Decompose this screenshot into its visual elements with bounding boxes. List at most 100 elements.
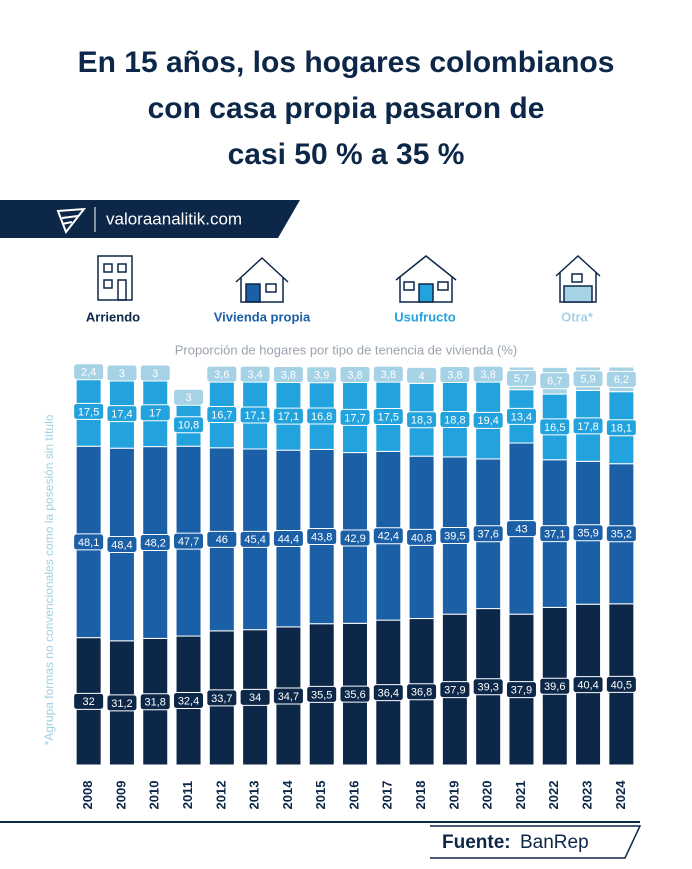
value-label-box [206, 530, 238, 548]
value-label-box [539, 418, 571, 436]
value-label: 17,1 [278, 411, 299, 423]
value-label-box [239, 530, 271, 548]
value-label: 33,7 [211, 693, 232, 705]
title-line: casi 50 % a 35 % [228, 138, 465, 171]
value-label: 47,7 [178, 536, 199, 548]
value-label-box [239, 406, 271, 424]
value-label-box [339, 408, 371, 426]
value-label-box [572, 417, 604, 435]
value-label-box [239, 688, 271, 706]
value-label-box [272, 530, 304, 548]
value-label-box [605, 525, 637, 543]
value-label-box [372, 365, 404, 383]
x-tick-label: 2014 [280, 780, 295, 810]
value-label-box [272, 366, 304, 384]
value-label-box [605, 370, 637, 388]
value-label-box [472, 525, 504, 543]
value-label-box [505, 520, 537, 538]
value-label: 39,6 [544, 681, 565, 693]
value-label-box [572, 370, 604, 388]
value-label: 5,7 [514, 373, 529, 385]
value-label: 3 [152, 368, 158, 380]
value-label: 42,4 [378, 531, 399, 543]
icon-arriendo [97, 255, 133, 301]
value-label-box [106, 694, 138, 712]
value-label: 17,1 [244, 410, 265, 422]
value-label: 37,6 [477, 529, 498, 541]
value-label-box [306, 685, 338, 703]
value-label-box [439, 527, 471, 545]
x-tick-label: 2021 [513, 781, 528, 810]
x-tick-label: 2016 [346, 781, 361, 810]
value-label-box [406, 366, 438, 384]
value-label-box [139, 693, 171, 711]
value-label: 3,8 [481, 369, 496, 381]
icon-vivienda-propia [235, 256, 289, 303]
x-tick-label: 2019 [446, 781, 461, 810]
value-label: 3 [119, 368, 125, 380]
value-label: 13,4 [511, 411, 532, 423]
value-label: 40,8 [411, 532, 432, 544]
value-label: 34,7 [278, 691, 299, 703]
x-tick-label: 2013 [247, 781, 262, 810]
value-label: 46 [216, 534, 228, 546]
value-label: 36,4 [378, 687, 399, 699]
value-label: 35,5 [311, 689, 332, 701]
value-label: 48,2 [145, 537, 166, 549]
value-label: 40,5 [611, 679, 632, 691]
value-label: 32 [83, 696, 95, 708]
value-label-box [73, 692, 105, 710]
value-label: 36,8 [411, 687, 432, 699]
value-label: 37,9 [444, 684, 465, 696]
value-label-box [206, 406, 238, 424]
value-label: 17,8 [577, 421, 598, 433]
x-tick-label: 2012 [213, 781, 228, 810]
brand-text: valoraanalitik.com [106, 209, 242, 228]
x-tick-label: 2015 [313, 781, 328, 810]
title-line: En 15 años, los hogares colombianos [78, 46, 615, 79]
brand-logo [56, 207, 87, 235]
value-label: 48,1 [78, 537, 99, 549]
value-label: 3,6 [214, 369, 229, 381]
value-label: 17,4 [111, 408, 132, 420]
y-axis-label: *Agrupa formas no convencionales como la… [42, 414, 56, 745]
value-label: 16,5 [544, 422, 565, 434]
value-label: 42,9 [344, 533, 365, 545]
legend-label: Otra* [561, 309, 594, 324]
x-tick-label: 2018 [413, 781, 428, 810]
value-label-box [605, 419, 637, 437]
x-tick-label: 2017 [380, 781, 395, 810]
value-label: 3,8 [347, 369, 362, 381]
value-label-box [206, 365, 238, 383]
value-label-box [339, 529, 371, 547]
value-label-box [505, 407, 537, 425]
value-label-box [73, 533, 105, 551]
value-label-box [472, 411, 504, 429]
value-label-box [372, 408, 404, 426]
value-label-box [139, 364, 171, 382]
value-label: 48,4 [111, 539, 132, 551]
legend-label: Arriendo [86, 309, 140, 324]
source-label: Fuente: [442, 832, 511, 853]
value-label-box [139, 404, 171, 422]
value-label: 18,3 [411, 415, 432, 427]
x-tick-label: 2011 [180, 781, 195, 809]
value-label-box [505, 681, 537, 699]
value-label-box [572, 676, 604, 694]
value-label-box [106, 364, 138, 382]
value-label-box [539, 525, 571, 543]
value-label: 39,3 [477, 682, 498, 694]
value-label-box [439, 366, 471, 384]
value-label-box [173, 416, 205, 434]
value-label: 37,9 [511, 684, 532, 696]
value-label: 35,9 [577, 528, 598, 540]
chart-subtitle: Proporción de hogares por tipo de tenenc… [175, 342, 518, 357]
value-label-box [439, 681, 471, 699]
value-label: 3,8 [381, 369, 396, 381]
value-label-box [106, 405, 138, 423]
value-label: 10,8 [178, 420, 199, 432]
x-tick-label: 2024 [613, 780, 628, 810]
value-label: 3 [185, 392, 191, 404]
value-label: 4 [419, 370, 425, 382]
